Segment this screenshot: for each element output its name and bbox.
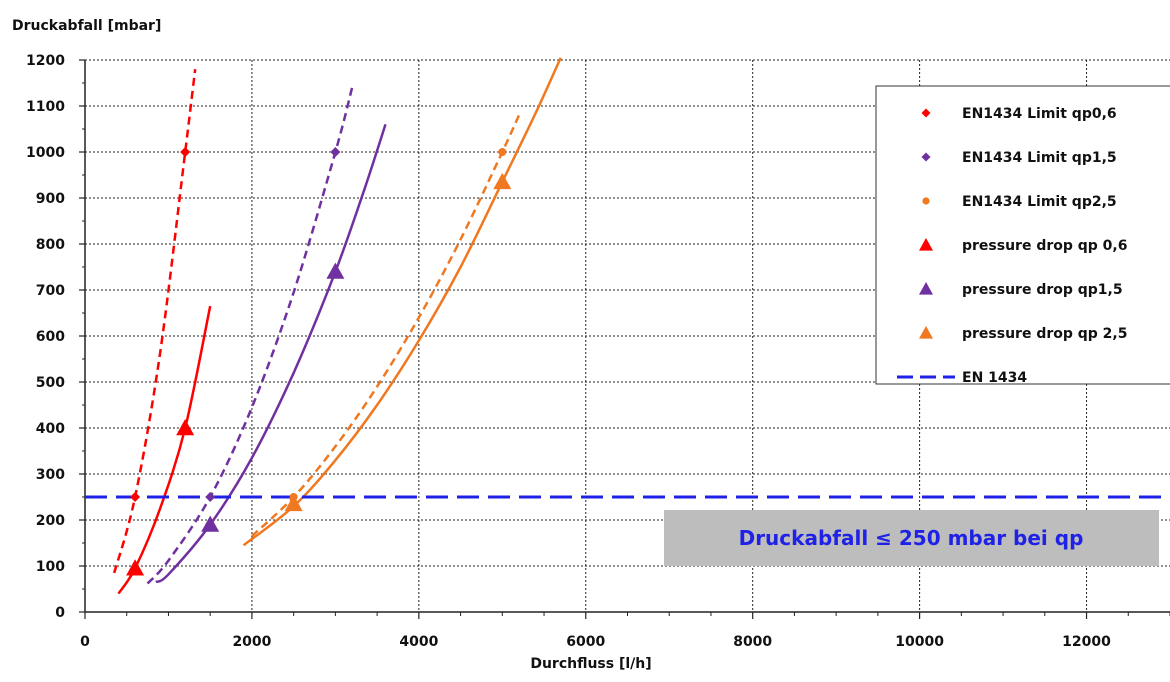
legend-label: EN1434 Limit qp2,5 (962, 194, 1117, 210)
legend: EN1434 Limit qp0,6 EN1434 Limit qp1,5 EN14… (875, 85, 1170, 386)
data-point (130, 492, 141, 502)
y-tick-label: 1100 (26, 99, 65, 115)
y-tick-label: 300 (36, 467, 65, 483)
data-point (326, 262, 345, 279)
y-tick-label: 0 (55, 605, 65, 621)
legend-swatch (919, 238, 933, 251)
data-point (201, 515, 220, 532)
y-tick-label: 400 (36, 421, 65, 437)
annotation-text: Druckabfall ≤ 250 mbar bei qp (739, 526, 1084, 550)
axes (79, 59, 1170, 619)
legend-swatch (921, 152, 931, 162)
legend-swatch (919, 282, 933, 295)
tick-labels: 0 100 200 300 400 500 600 700 800 900 1000 1100 1200… (26, 53, 1111, 650)
x-tick-label: 6000 (566, 634, 605, 650)
legend-swatch (922, 197, 930, 205)
data-point (330, 147, 341, 157)
y-tick-label: 100 (36, 559, 65, 575)
annotation: Druckabfall ≤ 250 mbar bei qp (664, 510, 1159, 566)
y-tick-label: 500 (36, 375, 65, 391)
legend-label: pressure drop qp 0,6 (962, 238, 1127, 254)
y-axis-title: Druckabfall [mbar] (12, 18, 161, 34)
curve-line (112, 69, 197, 574)
legend-label: EN1434 Limit qp0,6 (962, 106, 1117, 122)
data-point (284, 494, 303, 512)
legend-label: EN 1434 (962, 370, 1027, 386)
y-tick-label: 1000 (26, 145, 65, 161)
data-point (176, 419, 195, 436)
y-tick-label: 700 (36, 283, 65, 299)
x-axis-title: Durchfluss [l/h] (530, 656, 651, 672)
y-tick-label: 1200 (26, 53, 65, 69)
x-tick-label: 10000 (895, 634, 944, 650)
data-point (498, 148, 507, 156)
data-point (493, 172, 512, 190)
legend-label: EN1434 Limit qp1,5 (962, 150, 1117, 166)
annotation-box (664, 510, 1159, 566)
y-tick-label: 800 (36, 237, 65, 253)
x-tick-label: 0 (80, 634, 90, 650)
y-tick-label: 200 (36, 513, 65, 529)
legend-swatch (919, 326, 933, 339)
curve-line (242, 57, 562, 547)
x-tick-label: 8000 (733, 634, 772, 650)
legend-label: pressure drop qp 2,5 (962, 326, 1127, 342)
curve-line (251, 114, 521, 538)
data-markers (126, 147, 512, 576)
legend-swatch (921, 108, 931, 118)
x-tick-label: 12000 (1062, 634, 1111, 650)
data-point (180, 147, 191, 157)
x-tick-label: 4000 (399, 634, 438, 650)
legend-label: pressure drop qp1,5 (962, 282, 1123, 298)
y-tick-label: 900 (36, 191, 65, 207)
y-tick-label: 600 (36, 329, 65, 345)
curve-line (155, 124, 387, 584)
data-point (126, 559, 145, 576)
x-tick-label: 2000 (232, 634, 271, 650)
data-point (205, 492, 216, 502)
